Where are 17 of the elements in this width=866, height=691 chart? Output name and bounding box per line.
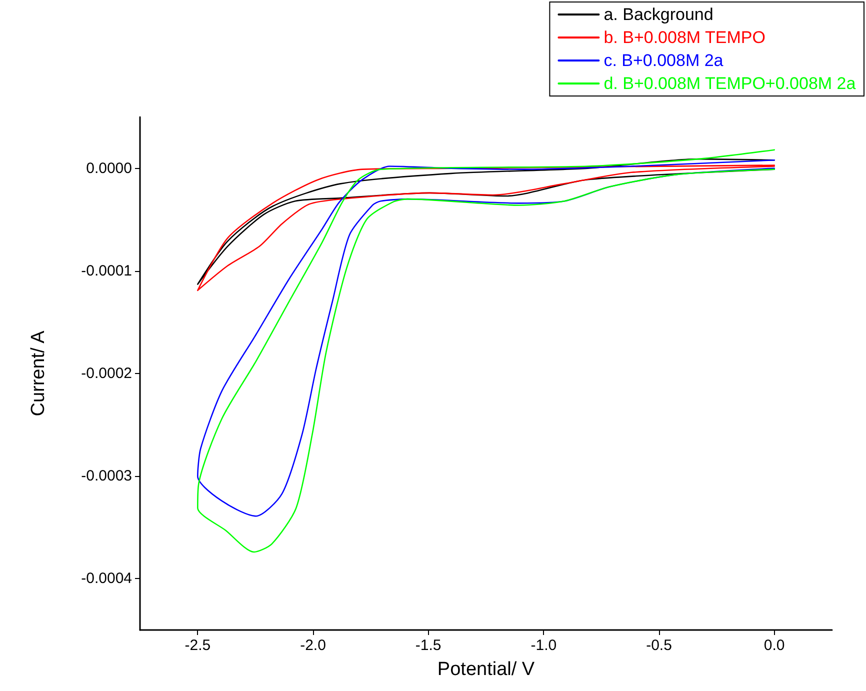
legend-label: d. B+0.008M TEMPO+0.008M 2a <box>604 74 856 93</box>
y-tick-label: -0.0001 <box>81 262 132 280</box>
y-tick-label: -0.0004 <box>81 570 132 588</box>
y-tick-label: -0.0003 <box>81 468 132 485</box>
x-tick-label: 0.0 <box>764 637 785 654</box>
x-tick-label: -2.0 <box>300 637 326 654</box>
legend-label: a. Background <box>604 5 714 24</box>
x-tick-label: -2.5 <box>184 637 211 654</box>
y-axis-title: Current/ A <box>28 330 49 416</box>
x-tick-label: -1.5 <box>415 637 442 654</box>
x-axis-title: Potential/ V <box>437 659 535 680</box>
legend-label: b. B+0.008M TEMPO <box>604 28 766 47</box>
y-tick-label: -0.0002 <box>81 365 132 382</box>
x-tick-label: -1.0 <box>530 637 557 654</box>
y-tick-label: 0.0000 <box>86 160 132 177</box>
legend-label: c. B+0.008M 2a <box>604 51 724 70</box>
x-tick-label: -0.5 <box>646 637 672 654</box>
